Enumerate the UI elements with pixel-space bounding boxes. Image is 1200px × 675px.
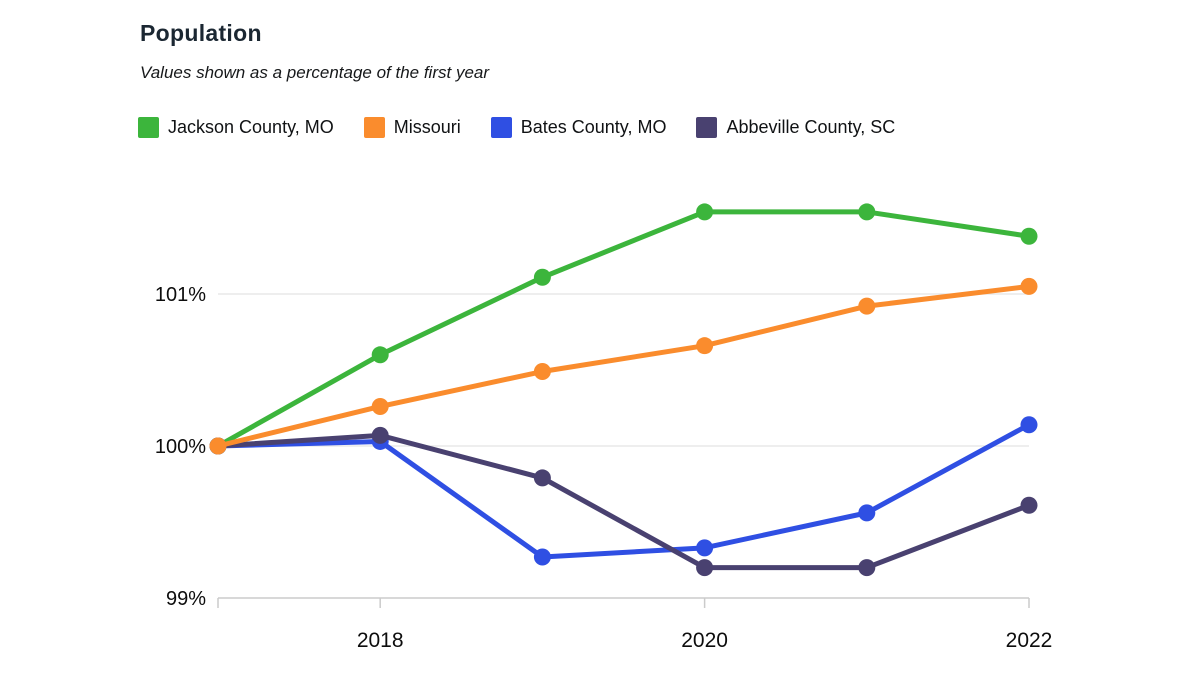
- legend-swatch-missouri: [363, 117, 385, 138]
- series-line-abbeville-county-sc: [215, 432, 1032, 571]
- y-axis-tick-label: 100%: [155, 436, 206, 458]
- chart-subtitle: Values shown as a percentage of the firs…: [140, 63, 490, 82]
- data-point-abbeville-county-sc-2018[interactable]: [371, 426, 389, 444]
- data-point-abbeville-county-sc-2020[interactable]: [696, 559, 714, 577]
- data-point-abbeville-county-sc-2022[interactable]: [1020, 496, 1038, 514]
- data-point-jackson-county-mo-2018[interactable]: [371, 346, 389, 364]
- series-line-missouri: [215, 283, 1032, 449]
- series-line-bates-county-mo: [215, 422, 1032, 560]
- y-axis-tick-label: 101%: [155, 284, 206, 306]
- series-line-jackson-county-mo: [215, 209, 1032, 449]
- legend-swatch-jackson-county-mo: [138, 117, 159, 138]
- data-point-bates-county-mo-2019[interactable]: [533, 548, 551, 566]
- data-point-jackson-county-mo-2020[interactable]: [696, 203, 714, 221]
- x-axis-tick-label: 2020: [681, 629, 728, 652]
- legend-label: Missouri: [393, 117, 461, 137]
- data-point-abbeville-county-sc-2019[interactable]: [533, 469, 551, 487]
- data-point-jackson-county-mo-2019[interactable]: [533, 268, 551, 286]
- data-point-missouri-2020[interactable]: [696, 337, 714, 355]
- data-point-missouri-2021[interactable]: [858, 297, 876, 315]
- legend-item-bates-county-mo[interactable]: Bates County, MO: [490, 117, 667, 138]
- legend-item-missouri[interactable]: Missouri: [363, 117, 461, 138]
- chart-title: Population: [140, 20, 262, 46]
- data-point-bates-county-mo-2021[interactable]: [858, 504, 876, 522]
- data-point-missouri-2019[interactable]: [533, 363, 551, 381]
- data-point-bates-county-mo-2020[interactable]: [696, 539, 714, 557]
- legend-swatch-bates-county-mo: [490, 117, 512, 138]
- legend-label: Bates County, MO: [520, 117, 667, 137]
- data-point-missouri-2018[interactable]: [371, 397, 389, 415]
- legend-item-abbeville-county-sc[interactable]: Abbeville County, SC: [696, 117, 895, 138]
- data-point-jackson-county-mo-2022[interactable]: [1020, 227, 1038, 245]
- x-axis-tick-label: 2018: [357, 629, 404, 652]
- x-axis-tick-label: 2022: [1006, 629, 1053, 652]
- data-point-missouri-2017[interactable]: [209, 437, 227, 455]
- y-axis-tick-label: 99%: [166, 588, 206, 610]
- data-point-jackson-county-mo-2021[interactable]: [858, 203, 876, 221]
- legend-label: Abbeville County, SC: [726, 117, 896, 137]
- data-point-bates-county-mo-2022[interactable]: [1020, 416, 1038, 434]
- legend-swatch-abbeville-county-sc: [696, 117, 718, 138]
- legend-label: Jackson County, MO: [168, 117, 334, 137]
- series-missouri[interactable]: [209, 277, 1038, 455]
- chart-legend: Jackson County, MO Missouri Bates County…: [138, 117, 895, 138]
- data-point-missouri-2022[interactable]: [1020, 277, 1038, 295]
- legend-item-jackson-county-mo[interactable]: Jackson County, MO: [138, 117, 334, 138]
- data-point-abbeville-county-sc-2021[interactable]: [858, 559, 876, 577]
